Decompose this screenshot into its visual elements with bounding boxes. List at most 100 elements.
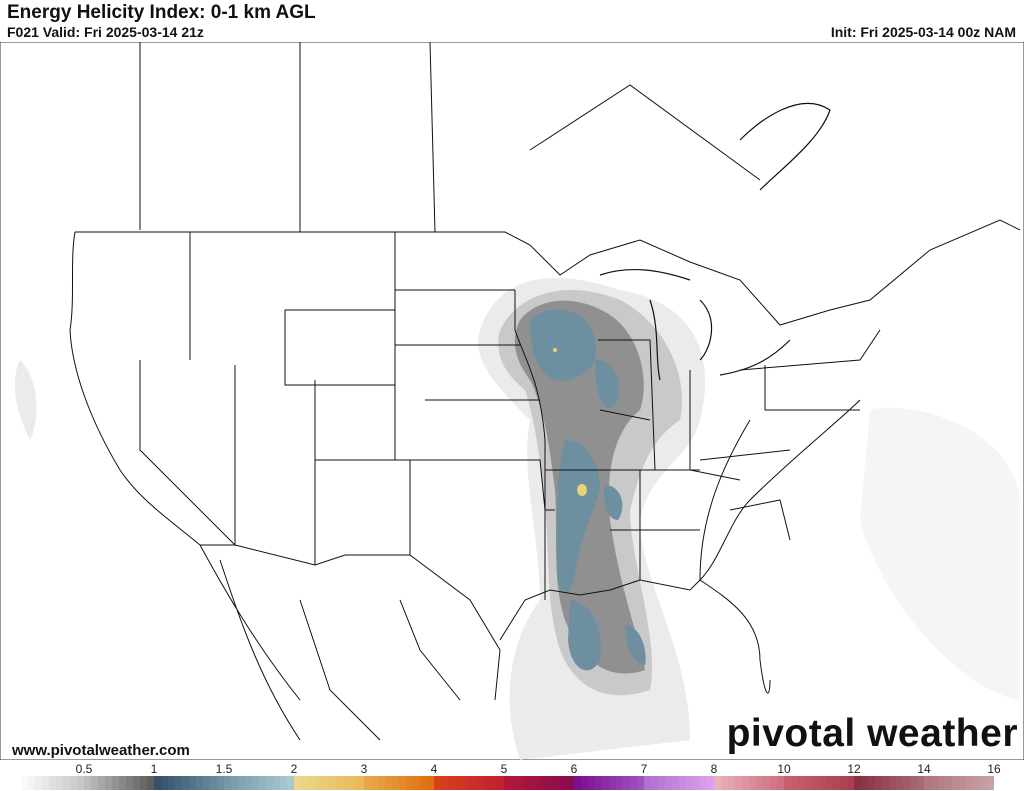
- colorbar-swatch: [749, 776, 756, 790]
- colorbar-tick-label: 2: [290, 762, 298, 776]
- colorbar-tick-label: 1: [150, 762, 158, 776]
- colorbar-swatch: [707, 776, 714, 790]
- colorbar-swatch: [350, 776, 357, 790]
- colorbar-swatch: [532, 776, 539, 790]
- colorbar-swatch: [35, 776, 42, 790]
- colorbar-swatch: [952, 776, 959, 790]
- colorbar-swatch: [252, 776, 259, 790]
- colorbar-swatch: [609, 776, 616, 790]
- colorbar-tick-label: 10: [777, 762, 791, 776]
- colorbar-swatch: [784, 776, 791, 790]
- colorbar-swatch: [399, 776, 406, 790]
- colorbar-swatch: [140, 776, 147, 790]
- colorbar-tick-label: 0.5: [75, 762, 93, 776]
- colorbar-swatch: [287, 776, 294, 790]
- colorbar-swatch: [980, 776, 987, 790]
- colorbar-swatch: [231, 776, 238, 790]
- colorbar-swatch: [938, 776, 945, 790]
- colorbar-swatch: [21, 776, 28, 790]
- colorbar-swatch: [56, 776, 63, 790]
- website-link[interactable]: www.pivotalweather.com: [12, 742, 190, 759]
- colorbar-swatch: [210, 776, 217, 790]
- colorbar-swatch: [847, 776, 854, 790]
- valid-time: F021 Valid: Fri 2025-03-14 21z: [7, 24, 204, 40]
- colorbar-swatch: [420, 776, 427, 790]
- colorbar-swatch: [987, 776, 994, 790]
- colorbar-swatch: [581, 776, 588, 790]
- colorbar-swatch: [322, 776, 329, 790]
- colorbar-swatch: [238, 776, 245, 790]
- colorbar-swatch: [294, 776, 301, 790]
- colorbar-swatch: [364, 776, 371, 790]
- colorbar-swatch: [175, 776, 182, 790]
- colorbar-swatch: [602, 776, 609, 790]
- colorbar-swatch: [693, 776, 700, 790]
- colorbar-swatch: [371, 776, 378, 790]
- colorbar-swatch: [700, 776, 707, 790]
- colorbar-swatch: [203, 776, 210, 790]
- colorbar-swatch: [98, 776, 105, 790]
- colorbar-swatch: [483, 776, 490, 790]
- colorbar-swatch: [903, 776, 910, 790]
- colorbar-swatch: [511, 776, 518, 790]
- colorbar-swatch: [553, 776, 560, 790]
- colorbar-swatch: [168, 776, 175, 790]
- colorbar-swatch: [259, 776, 266, 790]
- colorbar-swatch: [616, 776, 623, 790]
- colorbar-swatch: [497, 776, 504, 790]
- political-boundaries: [69, 42, 1021, 741]
- colorbar-swatch: [728, 776, 735, 790]
- colorbar-swatch: [525, 776, 532, 790]
- colorbar-swatch: [266, 776, 273, 790]
- colorbar-swatch: [126, 776, 133, 790]
- colorbar-swatch: [665, 776, 672, 790]
- colorbar-swatch: [756, 776, 763, 790]
- colorbar-swatch: [147, 776, 154, 790]
- colorbar-swatch: [805, 776, 812, 790]
- colorbar-swatch: [910, 776, 917, 790]
- colorbar-swatch: [406, 776, 413, 790]
- colorbar-swatch: [917, 776, 924, 790]
- colorbar-tick-label: 6: [570, 762, 578, 776]
- colorbar-labels: 0.5 1 1.5 2 3 4 5 6 7 8 10 12 14 16: [0, 762, 1024, 776]
- colorbar-tick-label: 14: [917, 762, 931, 776]
- colorbar-swatch: [742, 776, 749, 790]
- colorbar-swatch: [182, 776, 189, 790]
- lakes: [599, 102, 831, 381]
- colorbar-swatch: [217, 776, 224, 790]
- colorbar-tick-label: 4: [430, 762, 438, 776]
- colorbar-swatch: [966, 776, 973, 790]
- colorbar-swatch: [112, 776, 119, 790]
- colorbar-swatch: [686, 776, 693, 790]
- colorbar-swatch: [679, 776, 686, 790]
- colorbar-swatch: [105, 776, 112, 790]
- colorbar-swatch: [868, 776, 875, 790]
- colorbar-swatch: [490, 776, 497, 790]
- colorbar-swatch: [875, 776, 882, 790]
- colorbar-swatch: [378, 776, 385, 790]
- colorbar-swatch: [385, 776, 392, 790]
- colorbar-swatch: [336, 776, 343, 790]
- colorbar-swatch: [931, 776, 938, 790]
- map-title: Energy Helicity Index: 0-1 km AGL: [7, 2, 316, 23]
- colorbar-swatch: [770, 776, 777, 790]
- colorbar-swatch: [189, 776, 196, 790]
- colorbar-swatch: [434, 776, 441, 790]
- colorbar-swatch: [854, 776, 861, 790]
- colorbar-swatch: [896, 776, 903, 790]
- colorbar-swatch: [714, 776, 721, 790]
- colorbar-swatch: [721, 776, 728, 790]
- colorbar-swatch: [161, 776, 168, 790]
- colorbar-swatch: [945, 776, 952, 790]
- colorbar-swatch: [462, 776, 469, 790]
- colorbar-swatch: [427, 776, 434, 790]
- colorbar-swatch: [280, 776, 287, 790]
- colorbar-swatch: [84, 776, 91, 790]
- colorbar-swatch: [301, 776, 308, 790]
- colorbar-swatch: [245, 776, 252, 790]
- colorbar-swatch: [735, 776, 742, 790]
- weather-map: [0, 42, 1024, 760]
- colorbar-tick-label: 16: [987, 762, 1001, 776]
- colorbar-swatch: [448, 776, 455, 790]
- colorbar-swatch: [567, 776, 574, 790]
